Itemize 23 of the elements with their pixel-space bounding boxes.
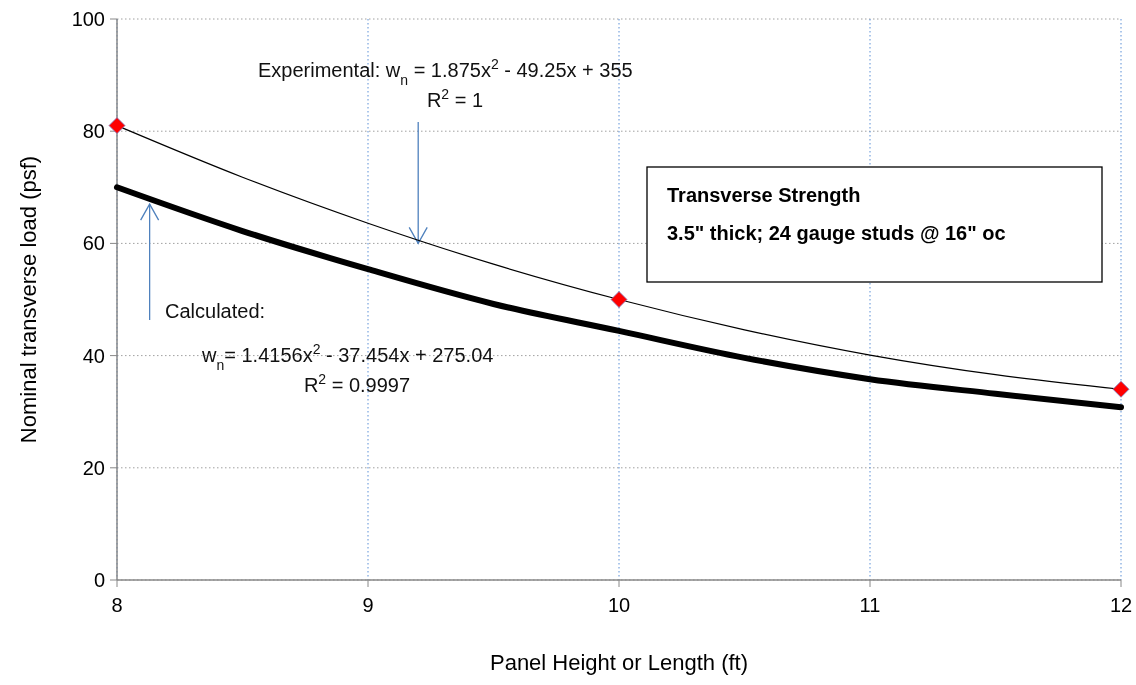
y-tick-label: 100 bbox=[71, 8, 105, 30]
point bbox=[108, 117, 126, 134]
annotation: w$_{n}$= 1.4156x$^{2}$ - 37.454x + 275.04 bbox=[201, 341, 494, 373]
y-tick-label: 0 bbox=[93, 569, 105, 591]
y-tick-label: 20 bbox=[82, 456, 105, 479]
annotation: R$^{2}$ = 0.9997 bbox=[303, 371, 411, 396]
x-tick-label: 9 bbox=[362, 594, 374, 616]
y-tick-label: 40 bbox=[82, 344, 105, 367]
annotation: Calculated: bbox=[165, 300, 266, 322]
text: Transverse Strength bbox=[667, 184, 861, 206]
x-tick-label: 12 bbox=[1109, 594, 1133, 616]
annotation: Experimental: w$_{n}$ = 1.875x$^{2}$ - 49.25x + 355 bbox=[258, 56, 633, 88]
text: 3.5" thick; 24 gauge studs @ 16" oc bbox=[667, 222, 1006, 244]
x-tick-label: 10 bbox=[607, 594, 631, 616]
y-tick-label: 60 bbox=[82, 232, 105, 255]
y-tick-label: 80 bbox=[82, 120, 105, 143]
point bbox=[1112, 380, 1130, 398]
annotation: R$^{2}$ = 1 bbox=[426, 86, 484, 111]
point bbox=[610, 291, 628, 308]
y-axis-title: Nominal transverse load (psf) bbox=[16, 155, 41, 444]
x-tick-label: 11 bbox=[859, 594, 881, 616]
x-tick-label: 8 bbox=[111, 594, 123, 616]
x-axis-title: Panel Height or Length (ft) bbox=[489, 650, 749, 675]
